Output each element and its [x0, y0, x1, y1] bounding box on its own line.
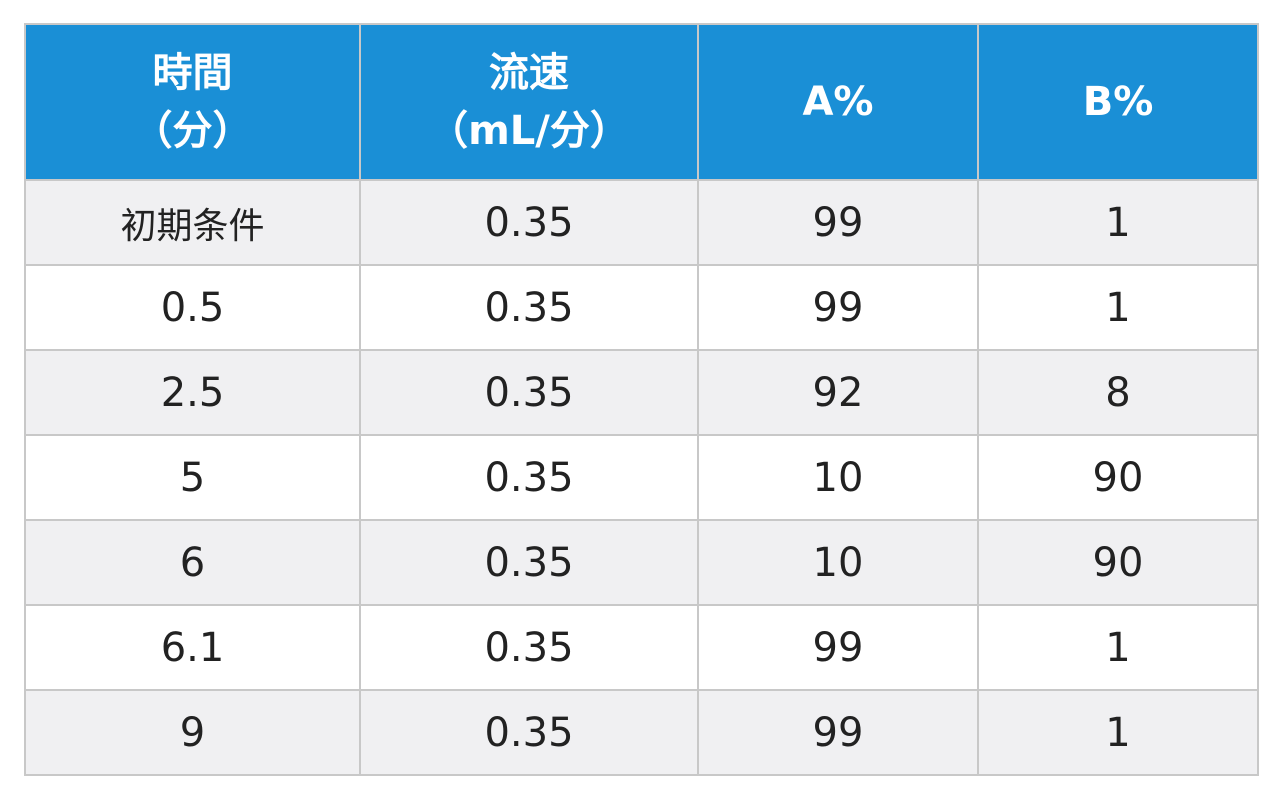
cell-time: 9: [24, 689, 361, 776]
cell-flow: 0.35: [359, 434, 699, 521]
cell-time: 0.5: [24, 264, 361, 351]
table-row: 0.5 0.35 99 1: [24, 264, 1259, 351]
cell-b-percent: 1: [977, 179, 1259, 266]
cell-a-percent: 10: [697, 434, 979, 521]
header-flow: 流速 （mL/分）: [359, 23, 699, 181]
cell-flow: 0.35: [359, 689, 699, 776]
table-row: 2.5 0.35 92 8: [24, 349, 1259, 436]
cell-a-percent: 92: [697, 349, 979, 436]
header-b-label: B%: [1082, 79, 1154, 125]
header-a-label: A%: [802, 79, 874, 125]
table-body: 初期条件 0.35 99 1 0.5 0.35 99 1 2.5 0.35 92…: [24, 179, 1259, 776]
cell-flow: 0.35: [359, 604, 699, 691]
table-row: 9 0.35 99 1: [24, 689, 1259, 776]
gradient-table: 時間 （分） 流速 （mL/分） A% B% 初期条件 0.35 99: [24, 23, 1259, 776]
table-row: 6 0.35 10 90: [24, 519, 1259, 606]
cell-a-percent: 99: [697, 604, 979, 691]
header-b-percent: B%: [977, 23, 1259, 181]
table-row: 6.1 0.35 99 1: [24, 604, 1259, 691]
cell-a-percent: 99: [697, 264, 979, 351]
cell-flow: 0.35: [359, 349, 699, 436]
header-flow-unit: （mL/分）: [428, 108, 630, 154]
header-time-label: 時間: [152, 50, 233, 96]
cell-b-percent: 90: [977, 434, 1259, 521]
header-time-unit: （分）: [132, 108, 253, 154]
cell-flow: 0.35: [359, 264, 699, 351]
cell-a-percent: 10: [697, 519, 979, 606]
cell-time: 初期条件: [24, 179, 361, 266]
header-flow-label: 流速: [489, 50, 569, 96]
cell-a-percent: 99: [697, 179, 979, 266]
cell-time: 6: [24, 519, 361, 606]
cell-time: 2.5: [24, 349, 361, 436]
cell-b-percent: 8: [977, 349, 1259, 436]
header-row: 時間 （分） 流速 （mL/分） A% B%: [24, 23, 1259, 181]
cell-b-percent: 1: [977, 264, 1259, 351]
cell-b-percent: 1: [977, 604, 1259, 691]
header-time: 時間 （分）: [24, 23, 361, 181]
table-header: 時間 （分） 流速 （mL/分） A% B%: [24, 23, 1259, 181]
cell-time: 6.1: [24, 604, 361, 691]
table-row: 5 0.35 10 90: [24, 434, 1259, 521]
cell-flow: 0.35: [359, 519, 699, 606]
gradient-table-container: 時間 （分） 流速 （mL/分） A% B% 初期条件 0.35 99: [24, 23, 1259, 776]
cell-time: 5: [24, 434, 361, 521]
cell-flow: 0.35: [359, 179, 699, 266]
table-row: 初期条件 0.35 99 1: [24, 179, 1259, 266]
cell-b-percent: 1: [977, 689, 1259, 776]
cell-b-percent: 90: [977, 519, 1259, 606]
cell-a-percent: 99: [697, 689, 979, 776]
header-a-percent: A%: [697, 23, 979, 181]
